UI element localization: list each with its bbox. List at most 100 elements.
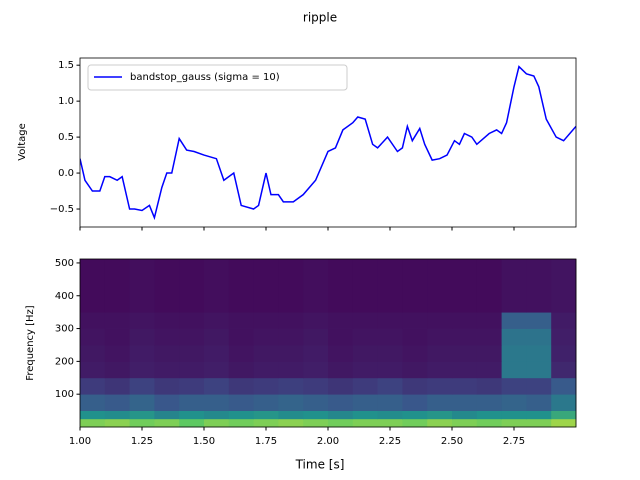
- heatmap-cell: [179, 394, 205, 411]
- heatmap-cell: [204, 377, 230, 395]
- heatmap-cell: [204, 410, 230, 420]
- heatmap-cell: [303, 377, 329, 395]
- heatmap-cell: [551, 344, 577, 362]
- heatmap-cell: [80, 410, 106, 420]
- heatmap-cell: [328, 394, 354, 411]
- y-tick-label: 300: [55, 324, 74, 335]
- heatmap-cell: [129, 418, 155, 428]
- heatmap-cell: [402, 344, 428, 362]
- heatmap-cell: [328, 259, 354, 313]
- legend-label: bandstop_gauss (sigma = 10): [130, 72, 280, 83]
- x-tick-label: 2.50: [441, 436, 463, 447]
- heatmap-cell: [402, 377, 428, 395]
- heatmap-cell: [303, 312, 329, 329]
- heatmap-cell: [328, 377, 354, 395]
- heatmap-cell: [179, 377, 205, 395]
- heatmap-cell: [278, 410, 304, 420]
- y-tick-label: 500: [55, 258, 74, 269]
- heatmap-cell: [377, 361, 403, 379]
- heatmap-cell: [476, 361, 502, 379]
- heatmap-cell: [501, 361, 527, 379]
- heatmap-cell: [104, 259, 130, 313]
- heatmap-cell: [129, 361, 155, 379]
- heatmap-cell: [452, 418, 478, 428]
- x-tick-label: 2.75: [503, 436, 525, 447]
- heatmap-cell: [452, 394, 478, 411]
- heatmap-cell: [303, 418, 329, 428]
- heatmap-cell: [551, 361, 577, 379]
- heatmap-cell: [80, 259, 106, 313]
- heatmap-cell: [352, 344, 378, 362]
- heatmap-cell: [154, 328, 180, 346]
- heatmap-cell: [501, 344, 527, 362]
- heatmap-cell: [253, 344, 279, 362]
- heatmap-cell: [303, 410, 329, 420]
- x-tick-label: 1.75: [255, 436, 277, 447]
- heatmap-cell: [154, 361, 180, 379]
- heatmap-cell: [278, 394, 304, 411]
- heatmap-cell: [104, 344, 130, 362]
- heatmap-cell: [129, 259, 155, 313]
- heatmap-cell: [526, 361, 552, 379]
- heatmap-cell: [501, 410, 527, 420]
- heatmap-cell: [228, 410, 254, 420]
- y-tick-label: 1.0: [58, 96, 74, 107]
- y-tick-label: −0.5: [50, 204, 74, 215]
- heatmap-cell: [278, 377, 304, 395]
- heatmap-cell: [179, 312, 205, 329]
- heatmap-cell: [476, 377, 502, 395]
- heatmap-cell: [476, 344, 502, 362]
- heatmap-cell: [328, 418, 354, 428]
- heatmap-cell: [352, 328, 378, 346]
- heatmap-cell: [204, 312, 230, 329]
- heatmap-cell: [253, 394, 279, 411]
- heatmap-cell: [80, 394, 106, 411]
- x-tick-label: 1.50: [193, 436, 215, 447]
- heatmap-cell: [154, 377, 180, 395]
- heatmap-cell: [377, 328, 403, 346]
- heatmap-cell: [204, 344, 230, 362]
- heatmap-cell: [427, 377, 453, 395]
- y-tick-label: 0.5: [58, 132, 74, 143]
- heatmap-cell: [154, 344, 180, 362]
- heatmap-cell: [402, 410, 428, 420]
- x-tick-label: 2.00: [317, 436, 339, 447]
- heatmap-cell: [154, 410, 180, 420]
- heatmap-cell: [80, 377, 106, 395]
- heatmap-cell: [278, 418, 304, 428]
- heatmap-cell: [228, 394, 254, 411]
- heatmap-cell: [328, 410, 354, 420]
- heatmap-cell: [476, 394, 502, 411]
- heatmap-cell: [129, 328, 155, 346]
- heatmap-cell: [476, 312, 502, 329]
- heatmap-cell: [228, 344, 254, 362]
- heatmap-cell: [501, 259, 527, 313]
- x-tick-label: 1.25: [131, 436, 153, 447]
- heatmap-cell: [501, 312, 527, 329]
- heatmap-cell: [452, 328, 478, 346]
- heatmap-cell: [303, 328, 329, 346]
- heatmap-cell: [104, 410, 130, 420]
- heatmap-cell: [278, 259, 304, 313]
- heatmap-cell: [328, 361, 354, 379]
- heatmap-cell: [179, 328, 205, 346]
- heatmap-cell: [303, 394, 329, 411]
- heatmap-cell: [204, 259, 230, 313]
- heatmap-cell: [179, 410, 205, 420]
- heatmap-cell: [129, 394, 155, 411]
- heatmap-cell: [179, 418, 205, 428]
- heatmap-cell: [452, 344, 478, 362]
- heatmap-cell: [551, 377, 577, 395]
- heatmap-cell: [551, 410, 577, 420]
- y-tick-label: 400: [55, 291, 74, 302]
- heatmap-cell: [427, 418, 453, 428]
- heatmap-cell: [377, 394, 403, 411]
- heatmap-cell: [526, 328, 552, 346]
- axes-frame: [79, 258, 577, 428]
- heatmap-cell: [352, 418, 378, 428]
- heatmap-cell: [179, 344, 205, 362]
- heatmap-cell: [104, 394, 130, 411]
- heatmap-cell: [402, 394, 428, 411]
- heatmap-cell: [228, 312, 254, 329]
